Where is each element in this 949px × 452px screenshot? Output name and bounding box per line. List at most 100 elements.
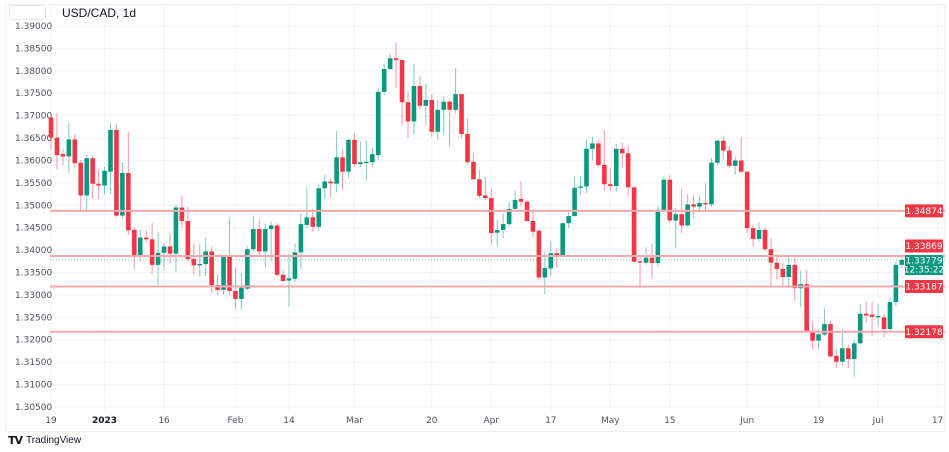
candle-body xyxy=(715,140,720,163)
time-axis[interactable]: 19 2023 16 Feb 14 Mar 20 Apr 17 May 15 Jun 19 Jul 17 xyxy=(45,416,943,426)
candle-body xyxy=(60,154,66,157)
candle-body xyxy=(358,162,363,165)
candle xyxy=(453,68,458,114)
candle-body xyxy=(161,246,167,253)
candle xyxy=(346,138,351,178)
candle-body xyxy=(102,170,107,186)
candle-body xyxy=(851,343,857,360)
level-price-label: 1.33869 xyxy=(905,239,943,253)
candle xyxy=(738,137,744,174)
candle-body xyxy=(494,229,500,233)
candle-body xyxy=(405,102,411,122)
candle xyxy=(691,194,696,219)
candle-body xyxy=(185,220,191,260)
candle-body xyxy=(375,91,381,156)
candle xyxy=(256,219,262,257)
candle-body xyxy=(298,224,304,253)
price-axis[interactable]: 1.39000 1.38500 1.38000 1.37500 1.37000 1.365… xyxy=(15,22,52,413)
candle xyxy=(608,168,613,191)
candle xyxy=(566,209,571,229)
candle xyxy=(744,171,750,234)
candle-body xyxy=(316,188,322,227)
candle-body xyxy=(506,208,512,225)
candle-body xyxy=(441,101,446,110)
candle xyxy=(518,181,524,207)
candle-body xyxy=(863,313,869,316)
chart-frame xyxy=(5,4,945,432)
level-label-text: 1.32178 xyxy=(905,328,942,338)
candle xyxy=(554,248,560,269)
candle-body xyxy=(334,157,339,184)
candle-body xyxy=(340,157,345,172)
candle xyxy=(370,147,375,168)
candle-body xyxy=(84,158,89,196)
candle xyxy=(120,162,125,219)
x-tick-label: May xyxy=(601,416,620,426)
candle xyxy=(334,130,339,193)
candle xyxy=(512,190,518,212)
x-tick-label: 20 xyxy=(426,416,438,426)
horizontal-levels[interactable]: 1.34874 1.33869 1.33187 1.32178 1.3377912:35… xyxy=(50,204,945,339)
candle-body xyxy=(744,171,750,229)
candle-body xyxy=(203,251,208,264)
candle-body xyxy=(756,229,762,239)
candle xyxy=(405,91,411,138)
candle-body xyxy=(816,334,821,341)
candle-body xyxy=(465,134,470,163)
candle-body xyxy=(792,264,798,289)
candle xyxy=(179,195,185,229)
candle-body xyxy=(423,99,429,106)
tradingview-brand[interactable]: TV TradingView xyxy=(8,434,81,447)
candle-body xyxy=(679,214,684,226)
current-price-box xyxy=(905,255,943,276)
x-tick-label: 19 xyxy=(813,416,825,426)
candle xyxy=(352,134,357,167)
candle-body xyxy=(149,239,155,265)
level-label-box xyxy=(905,204,943,218)
candle xyxy=(477,169,482,199)
candle-body xyxy=(137,237,143,256)
tradingview-logo-icon: TV xyxy=(8,434,23,447)
candle-body xyxy=(197,263,203,266)
y-tick-label: 1.39000 xyxy=(15,22,52,32)
candle xyxy=(215,274,220,295)
candle-body xyxy=(566,216,571,224)
candle xyxy=(126,131,131,235)
candle-body xyxy=(245,249,250,289)
candle-body xyxy=(352,139,357,165)
candle-body xyxy=(602,164,607,185)
candle-body xyxy=(274,225,280,275)
y-tick-label: 1.35500 xyxy=(15,179,52,189)
candle xyxy=(399,60,405,126)
y-tick-label: 1.34000 xyxy=(15,246,52,256)
candle xyxy=(328,178,333,198)
bar-countdown-text: 12:35:22 xyxy=(904,266,944,276)
candle-body xyxy=(780,268,786,277)
candle xyxy=(631,186,637,263)
candle-body xyxy=(393,58,399,61)
candle xyxy=(322,174,327,199)
candle xyxy=(465,118,470,165)
candle-body xyxy=(120,173,125,216)
legend-toggle-button[interactable] xyxy=(9,5,46,20)
candle xyxy=(596,139,601,167)
candle-body xyxy=(173,207,179,254)
candle xyxy=(673,208,679,249)
candle-body xyxy=(518,199,524,202)
candle-body xyxy=(280,274,286,282)
candle xyxy=(197,243,203,277)
candle xyxy=(846,344,851,368)
candle-body xyxy=(667,179,673,221)
candle-body xyxy=(381,69,387,92)
candle xyxy=(786,257,792,288)
candle xyxy=(221,254,226,295)
candle xyxy=(191,242,197,275)
candles xyxy=(48,42,905,377)
candle-body xyxy=(310,217,316,227)
candle-body xyxy=(649,257,655,264)
candle-body xyxy=(536,230,542,278)
candle-body xyxy=(846,348,851,360)
y-tick-label: 1.37500 xyxy=(15,89,52,99)
candle xyxy=(869,301,875,336)
